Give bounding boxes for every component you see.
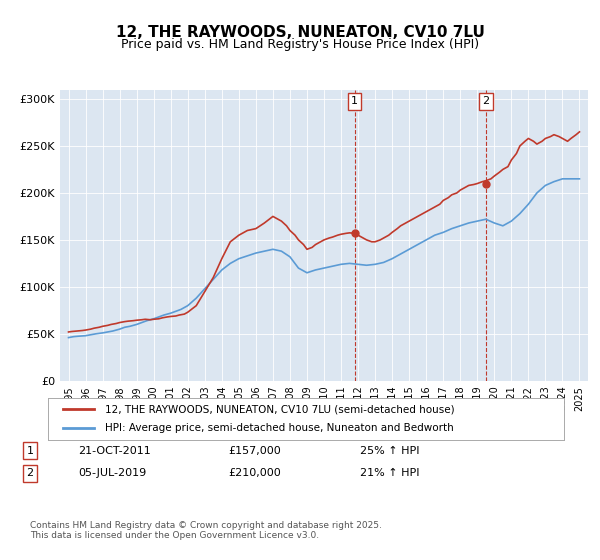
Text: HPI: Average price, semi-detached house, Nuneaton and Bedworth: HPI: Average price, semi-detached house,… bbox=[105, 423, 454, 433]
Text: 12, THE RAYWOODS, NUNEATON, CV10 7LU: 12, THE RAYWOODS, NUNEATON, CV10 7LU bbox=[116, 25, 484, 40]
Text: 12, THE RAYWOODS, NUNEATON, CV10 7LU (semi-detached house): 12, THE RAYWOODS, NUNEATON, CV10 7LU (se… bbox=[105, 404, 454, 414]
Text: £210,000: £210,000 bbox=[228, 468, 281, 478]
Text: Contains HM Land Registry data © Crown copyright and database right 2025.
This d: Contains HM Land Registry data © Crown c… bbox=[30, 521, 382, 540]
Text: £157,000: £157,000 bbox=[228, 446, 281, 456]
Text: 21-OCT-2011: 21-OCT-2011 bbox=[78, 446, 151, 456]
Text: 1: 1 bbox=[26, 446, 34, 456]
Text: 2: 2 bbox=[482, 96, 490, 106]
Text: Price paid vs. HM Land Registry's House Price Index (HPI): Price paid vs. HM Land Registry's House … bbox=[121, 38, 479, 50]
Text: 25% ↑ HPI: 25% ↑ HPI bbox=[360, 446, 419, 456]
Text: 2: 2 bbox=[26, 468, 34, 478]
Text: 1: 1 bbox=[351, 96, 358, 106]
Text: 05-JUL-2019: 05-JUL-2019 bbox=[78, 468, 146, 478]
Text: 21% ↑ HPI: 21% ↑ HPI bbox=[360, 468, 419, 478]
